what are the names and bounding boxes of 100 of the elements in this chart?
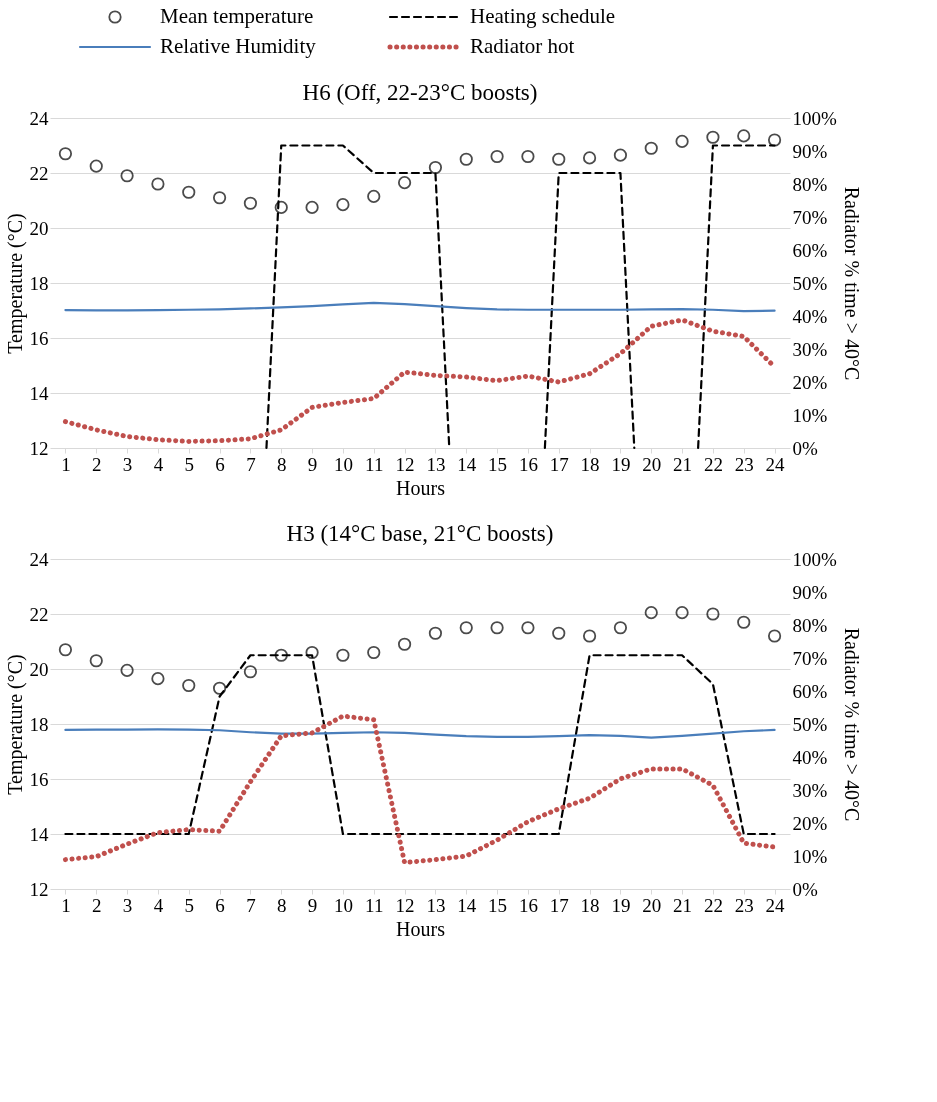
x-tick-label: 16 bbox=[518, 894, 538, 916]
x-tick-label: 12 bbox=[395, 453, 415, 475]
point bbox=[521, 149, 535, 164]
chart-title: H6 (Off, 22-23°C boosts) bbox=[302, 80, 538, 105]
y-axis-title: Temperature (°C) bbox=[3, 213, 27, 354]
point bbox=[675, 606, 689, 620]
y2-tick-label: 40% bbox=[792, 305, 828, 327]
y-tick-label: 22 bbox=[29, 162, 49, 184]
x-tick-label: 23 bbox=[734, 894, 754, 916]
point bbox=[182, 678, 196, 693]
point bbox=[397, 176, 412, 190]
y2-tick-label: 50% bbox=[792, 713, 828, 735]
x-tick-label: 2 bbox=[92, 453, 102, 475]
x-tick-label: 19 bbox=[611, 453, 631, 475]
x-tick-label: 15 bbox=[488, 453, 508, 475]
point bbox=[613, 621, 628, 635]
x-tick-label: 5 bbox=[184, 894, 194, 916]
point bbox=[151, 672, 165, 686]
point bbox=[644, 141, 658, 155]
y-tick-label: 16 bbox=[29, 327, 49, 349]
point bbox=[367, 645, 381, 660]
point bbox=[274, 200, 288, 214]
point bbox=[767, 629, 782, 643]
y2-tick-label: 80% bbox=[792, 614, 828, 636]
point bbox=[582, 151, 597, 165]
x-tick-label: 17 bbox=[549, 453, 569, 475]
x-tick-label: 18 bbox=[580, 453, 600, 475]
x-tick-label: 9 bbox=[307, 453, 318, 475]
y2-tick-label: 40% bbox=[792, 746, 828, 768]
x-tick-label: 6 bbox=[215, 453, 225, 475]
y-tick-label: 18 bbox=[29, 713, 49, 735]
point bbox=[212, 681, 227, 695]
point bbox=[428, 160, 443, 175]
x-tick-label: 21 bbox=[673, 453, 693, 475]
y2-tick-label: 0% bbox=[792, 437, 818, 459]
x-tick-label: 8 bbox=[277, 894, 287, 916]
legend-label: Radiator hot bbox=[470, 34, 575, 58]
legend-label: Mean temperature bbox=[160, 4, 314, 28]
y-tick-label: 12 bbox=[29, 437, 49, 459]
point bbox=[274, 648, 288, 662]
y2-axis-title: Radiator % time > 40°C bbox=[840, 627, 863, 822]
y2-axis-title: Radiator % time > 40°C bbox=[840, 186, 863, 381]
point bbox=[706, 607, 720, 621]
point bbox=[367, 189, 381, 203]
y-tick-label: 22 bbox=[29, 603, 49, 625]
x-tick-label: 3 bbox=[122, 453, 133, 475]
y2-tick-label: 10% bbox=[792, 404, 828, 426]
x-tick-label: 6 bbox=[215, 894, 225, 916]
x-tick-label: 8 bbox=[277, 453, 287, 475]
x-tick-label: 24 bbox=[765, 894, 786, 916]
x-axis-title: Hours bbox=[396, 476, 446, 499]
y2-tick-label: 70% bbox=[792, 647, 828, 669]
x-tick-label: 18 bbox=[580, 894, 600, 916]
line-series bbox=[64, 301, 776, 313]
point bbox=[212, 191, 227, 205]
x-tick-label: 1 bbox=[61, 453, 71, 475]
point bbox=[582, 629, 597, 643]
y2-tick-label: 90% bbox=[792, 140, 828, 162]
y2-tick-label: 0% bbox=[792, 878, 818, 900]
point bbox=[58, 147, 73, 161]
x-tick-label: 7 bbox=[246, 453, 256, 475]
x-tick-label: 22 bbox=[703, 453, 723, 475]
point bbox=[89, 159, 103, 173]
point bbox=[305, 645, 319, 660]
y-tick-label: 16 bbox=[29, 768, 49, 790]
point bbox=[397, 637, 412, 651]
y-tick-label: 20 bbox=[29, 658, 49, 680]
point bbox=[552, 152, 566, 166]
x-axis-title: Hours bbox=[396, 917, 446, 940]
point bbox=[552, 626, 566, 640]
point bbox=[243, 665, 258, 679]
y2-tick-label: 70% bbox=[792, 206, 828, 228]
x-tick-label: 5 bbox=[184, 453, 194, 475]
x-tick-label: 11 bbox=[365, 894, 384, 916]
x-tick-label: 13 bbox=[426, 894, 446, 916]
point bbox=[182, 185, 196, 199]
x-tick-label: 4 bbox=[153, 453, 164, 475]
y2-tick-label: 30% bbox=[792, 779, 828, 801]
y-tick-label: 14 bbox=[29, 823, 49, 845]
y-tick-label: 20 bbox=[29, 217, 49, 239]
point bbox=[767, 133, 782, 147]
x-tick-label: 14 bbox=[457, 894, 477, 916]
y2-tick-label: 100% bbox=[792, 107, 837, 129]
y-tick-label: 24 bbox=[29, 107, 49, 129]
y2-tick-label: 100% bbox=[792, 548, 837, 570]
x-tick-label: 14 bbox=[457, 453, 477, 475]
x-tick-label: 16 bbox=[518, 453, 538, 475]
point bbox=[490, 621, 504, 635]
point bbox=[89, 654, 103, 668]
point bbox=[613, 148, 628, 162]
x-tick-label: 20 bbox=[642, 453, 662, 475]
legend-label: Relative Humidity bbox=[160, 34, 317, 58]
x-tick-label: 10 bbox=[333, 894, 353, 916]
x-tick-label: 15 bbox=[488, 894, 508, 916]
point bbox=[305, 200, 319, 214]
point bbox=[120, 169, 134, 183]
x-tick-label: 3 bbox=[122, 894, 133, 916]
point bbox=[675, 134, 689, 148]
y2-tick-label: 90% bbox=[792, 581, 828, 603]
y-tick-label: 18 bbox=[29, 272, 49, 294]
